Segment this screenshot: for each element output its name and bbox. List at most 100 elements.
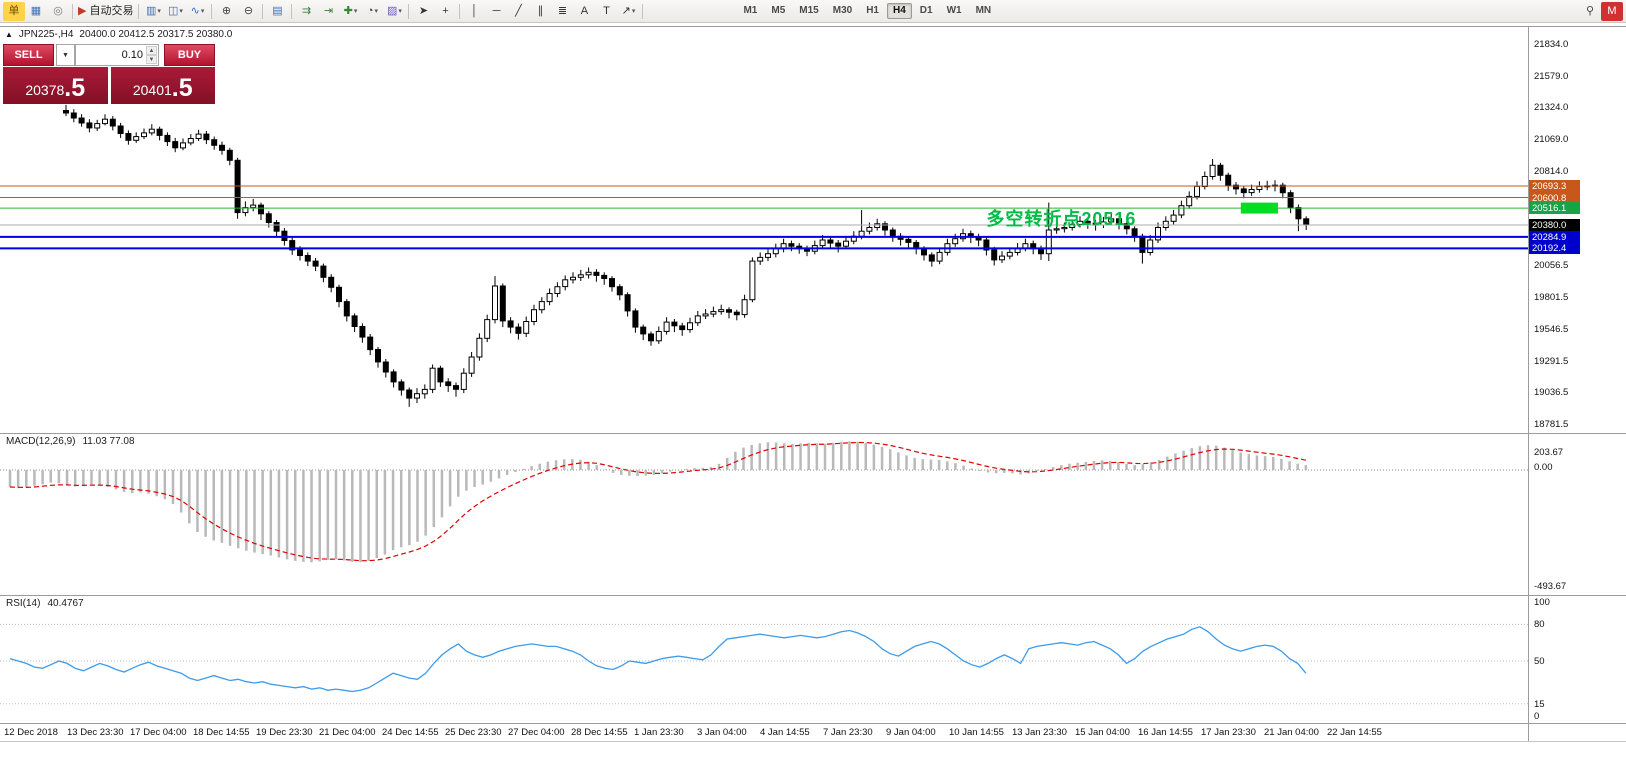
search-icon[interactable]: ⚲ (1579, 2, 1601, 21)
buy-price-panel[interactable]: 20401 .5 (110, 67, 215, 104)
rsi-value: 40.4767 (47, 598, 84, 609)
autotrading-icon: ▶ (78, 4, 87, 17)
crosshair-icon: + (442, 4, 449, 17)
autotrading-icon[interactable]: ▶ 自动交易 (76, 2, 135, 21)
time-axis-divider (0, 723, 1626, 724)
sell-price-pips: .5 (64, 74, 86, 102)
one-click-collapse-icon[interactable]: ▲ (5, 30, 13, 39)
crosshair-icon[interactable]: + (434, 2, 456, 21)
chart-window-icon: ▦ (30, 4, 42, 17)
chevron-down-icon: ▼ (62, 51, 69, 59)
volume-input[interactable]: 0.10 ▲ ▼ (75, 44, 159, 66)
chart-header: ▲ JPN225-,H4 20400.0 20412.5 20317.5 203… (5, 29, 232, 40)
trendline-icon[interactable]: ╱ (507, 2, 529, 21)
arrows-icon[interactable]: ↗ ▾ (617, 2, 639, 21)
volume-down-button[interactable]: ▼ (146, 55, 157, 64)
bar-chart-icon[interactable]: ▥ ▾ (142, 2, 164, 21)
timeframe-h1[interactable]: H1 (866, 5, 879, 16)
timeframe-m5[interactable]: M5 (771, 5, 786, 16)
candlestick-chart-icon[interactable]: ◫ ▾ (164, 2, 186, 21)
time-scale[interactable] (0, 723, 1528, 741)
macd-values: 11.03 77.08 (82, 436, 135, 447)
chevron-down-icon: ▾ (353, 7, 358, 15)
one-click-price-row: 20378 .5 20401 .5 (3, 67, 215, 104)
tile-windows-icon[interactable]: ▤ (266, 2, 288, 21)
toolbar-separator (459, 3, 461, 19)
chart-shift-icon[interactable]: ⇥ (317, 2, 339, 21)
periods-icon[interactable]: ◔ ▾ (361, 2, 383, 21)
rsi-panel-divider[interactable] (0, 595, 1626, 596)
horizontal-line-icon[interactable]: ─ (485, 2, 507, 21)
chevron-down-icon: ▾ (179, 7, 183, 15)
fibonacci-icon: ≣ (557, 4, 568, 17)
chart-window-icon[interactable]: ▦ (25, 2, 47, 21)
sell-price-main: 20378 (25, 82, 65, 98)
toolbar-separator (72, 3, 73, 19)
timeframe-m30[interactable]: M30 (832, 5, 853, 16)
new-order-icon: 单 (8, 4, 20, 17)
tile-windows-icon: ▤ (272, 4, 283, 17)
timeframe-w1[interactable]: W1 (946, 5, 962, 16)
rsi-panel-title: RSI(14) 40.4767 (6, 598, 84, 609)
zoom-out-icon[interactable]: ⊖ (237, 2, 259, 21)
text-icon: A (580, 4, 589, 17)
one-click-top-row: SELL ▼ 0.10 ▲ ▼ BUY (3, 44, 215, 66)
sell-price-panel[interactable]: 20378 .5 (3, 67, 108, 104)
volume-stepper: ▲ ▼ (146, 46, 157, 64)
toolbar-icon-group: 单 ▦ ◎ ▶ 自动交易 ▥ ▾ ◫ ▾ ∿ ▾ ⊕ ⊖ ▤ ⇉ ⇥ ✚ ▾ ◔ ▾ ▨ ▾ ➤ + │ ─ ╱ ∥ ≣ A T ↗ ▾ (3, 1, 646, 21)
rsi-title: RSI(14) (6, 598, 41, 609)
macd-title: MACD(12,26,9) (6, 436, 76, 447)
chevron-down-icon: ▾ (398, 7, 402, 15)
chart-top-border (0, 26, 1626, 27)
timeframe-m15[interactable]: M15 (799, 5, 819, 16)
toolbar-right-group: ⚲ M (1579, 1, 1623, 21)
chart-area[interactable] (0, 26, 1528, 723)
line-chart-icon[interactable]: ∿ ▾ (186, 2, 208, 21)
timeframe-mn[interactable]: MN (975, 5, 992, 16)
fibonacci-icon[interactable]: ≣ (551, 2, 573, 21)
text-icon[interactable]: A (573, 2, 595, 21)
toolbar-separator (262, 3, 264, 19)
vertical-line-icon: │ (471, 4, 478, 17)
equidistant-channel-icon: ∥ (537, 4, 544, 17)
timeframe-toolbar: M1 M5 M15 M30 H1 H4 D1 W1 MN (736, 3, 998, 19)
text-label-icon: T (603, 4, 610, 17)
community-icon: M (1607, 4, 1617, 17)
chevron-down-icon: ▾ (157, 7, 161, 15)
toolbar: 单 ▦ ◎ ▶ 自动交易 ▥ ▾ ◫ ▾ ∿ ▾ ⊕ ⊖ ▤ ⇉ ⇥ ✚ ▾ ◔ ▾ ▨ ▾ ➤ + │ ─ ╱ ∥ ≣ A T ↗ ▾ M1 M… (0, 0, 1626, 23)
macd-panel-divider[interactable] (0, 433, 1626, 434)
chevron-down-icon: ▾ (631, 7, 636, 15)
timeframe-h4[interactable]: H4 (886, 3, 912, 19)
vertical-line-icon[interactable]: │ (463, 2, 485, 21)
community-icon[interactable]: M (1601, 1, 1623, 21)
auto-scroll-icon[interactable]: ⇉ (295, 2, 317, 21)
toolbar-separator (138, 3, 140, 19)
text-label-icon[interactable]: T (595, 2, 617, 21)
bar-chart-icon: ▥ (146, 4, 157, 17)
volume-up-button[interactable]: ▲ (146, 46, 157, 55)
toolbar-separator (291, 3, 293, 19)
new-chart-icon[interactable]: ✚ ▾ (339, 2, 361, 21)
symbol-timeframe-label: JPN225-,H4 (18, 29, 74, 40)
chevron-down-icon: ▾ (374, 7, 379, 15)
profiles-icon[interactable]: ◎ (47, 2, 69, 21)
templates-icon[interactable]: ▨ ▾ (383, 2, 405, 21)
volume-dropdown-button[interactable]: ▼ (56, 44, 75, 66)
new-order-icon[interactable]: 单 (3, 1, 25, 21)
timeframe-d1[interactable]: D1 (919, 5, 933, 16)
price-scale[interactable] (1528, 26, 1626, 741)
one-click-trading-panel: SELL ▼ 0.10 ▲ ▼ BUY 20378 .5 20401 .5 (3, 44, 215, 104)
equidistant-channel-icon[interactable]: ∥ (529, 2, 551, 21)
buy-button[interactable]: BUY (164, 44, 215, 66)
chart-text-annotation[interactable]: 多空转折点20516 (986, 208, 1137, 229)
sell-button[interactable]: SELL (3, 44, 54, 66)
line-chart-icon: ∿ (190, 4, 200, 17)
cursor-icon[interactable]: ➤ (412, 2, 434, 21)
search-icon: ⚲ (1585, 4, 1595, 17)
zoom-in-icon[interactable]: ⊕ (215, 2, 237, 21)
timeframe-m1[interactable]: M1 (743, 5, 758, 16)
auto-scroll-icon: ⇉ (301, 4, 312, 17)
chevron-down-icon: ▾ (200, 7, 205, 15)
templates-icon: ▨ (387, 4, 398, 17)
